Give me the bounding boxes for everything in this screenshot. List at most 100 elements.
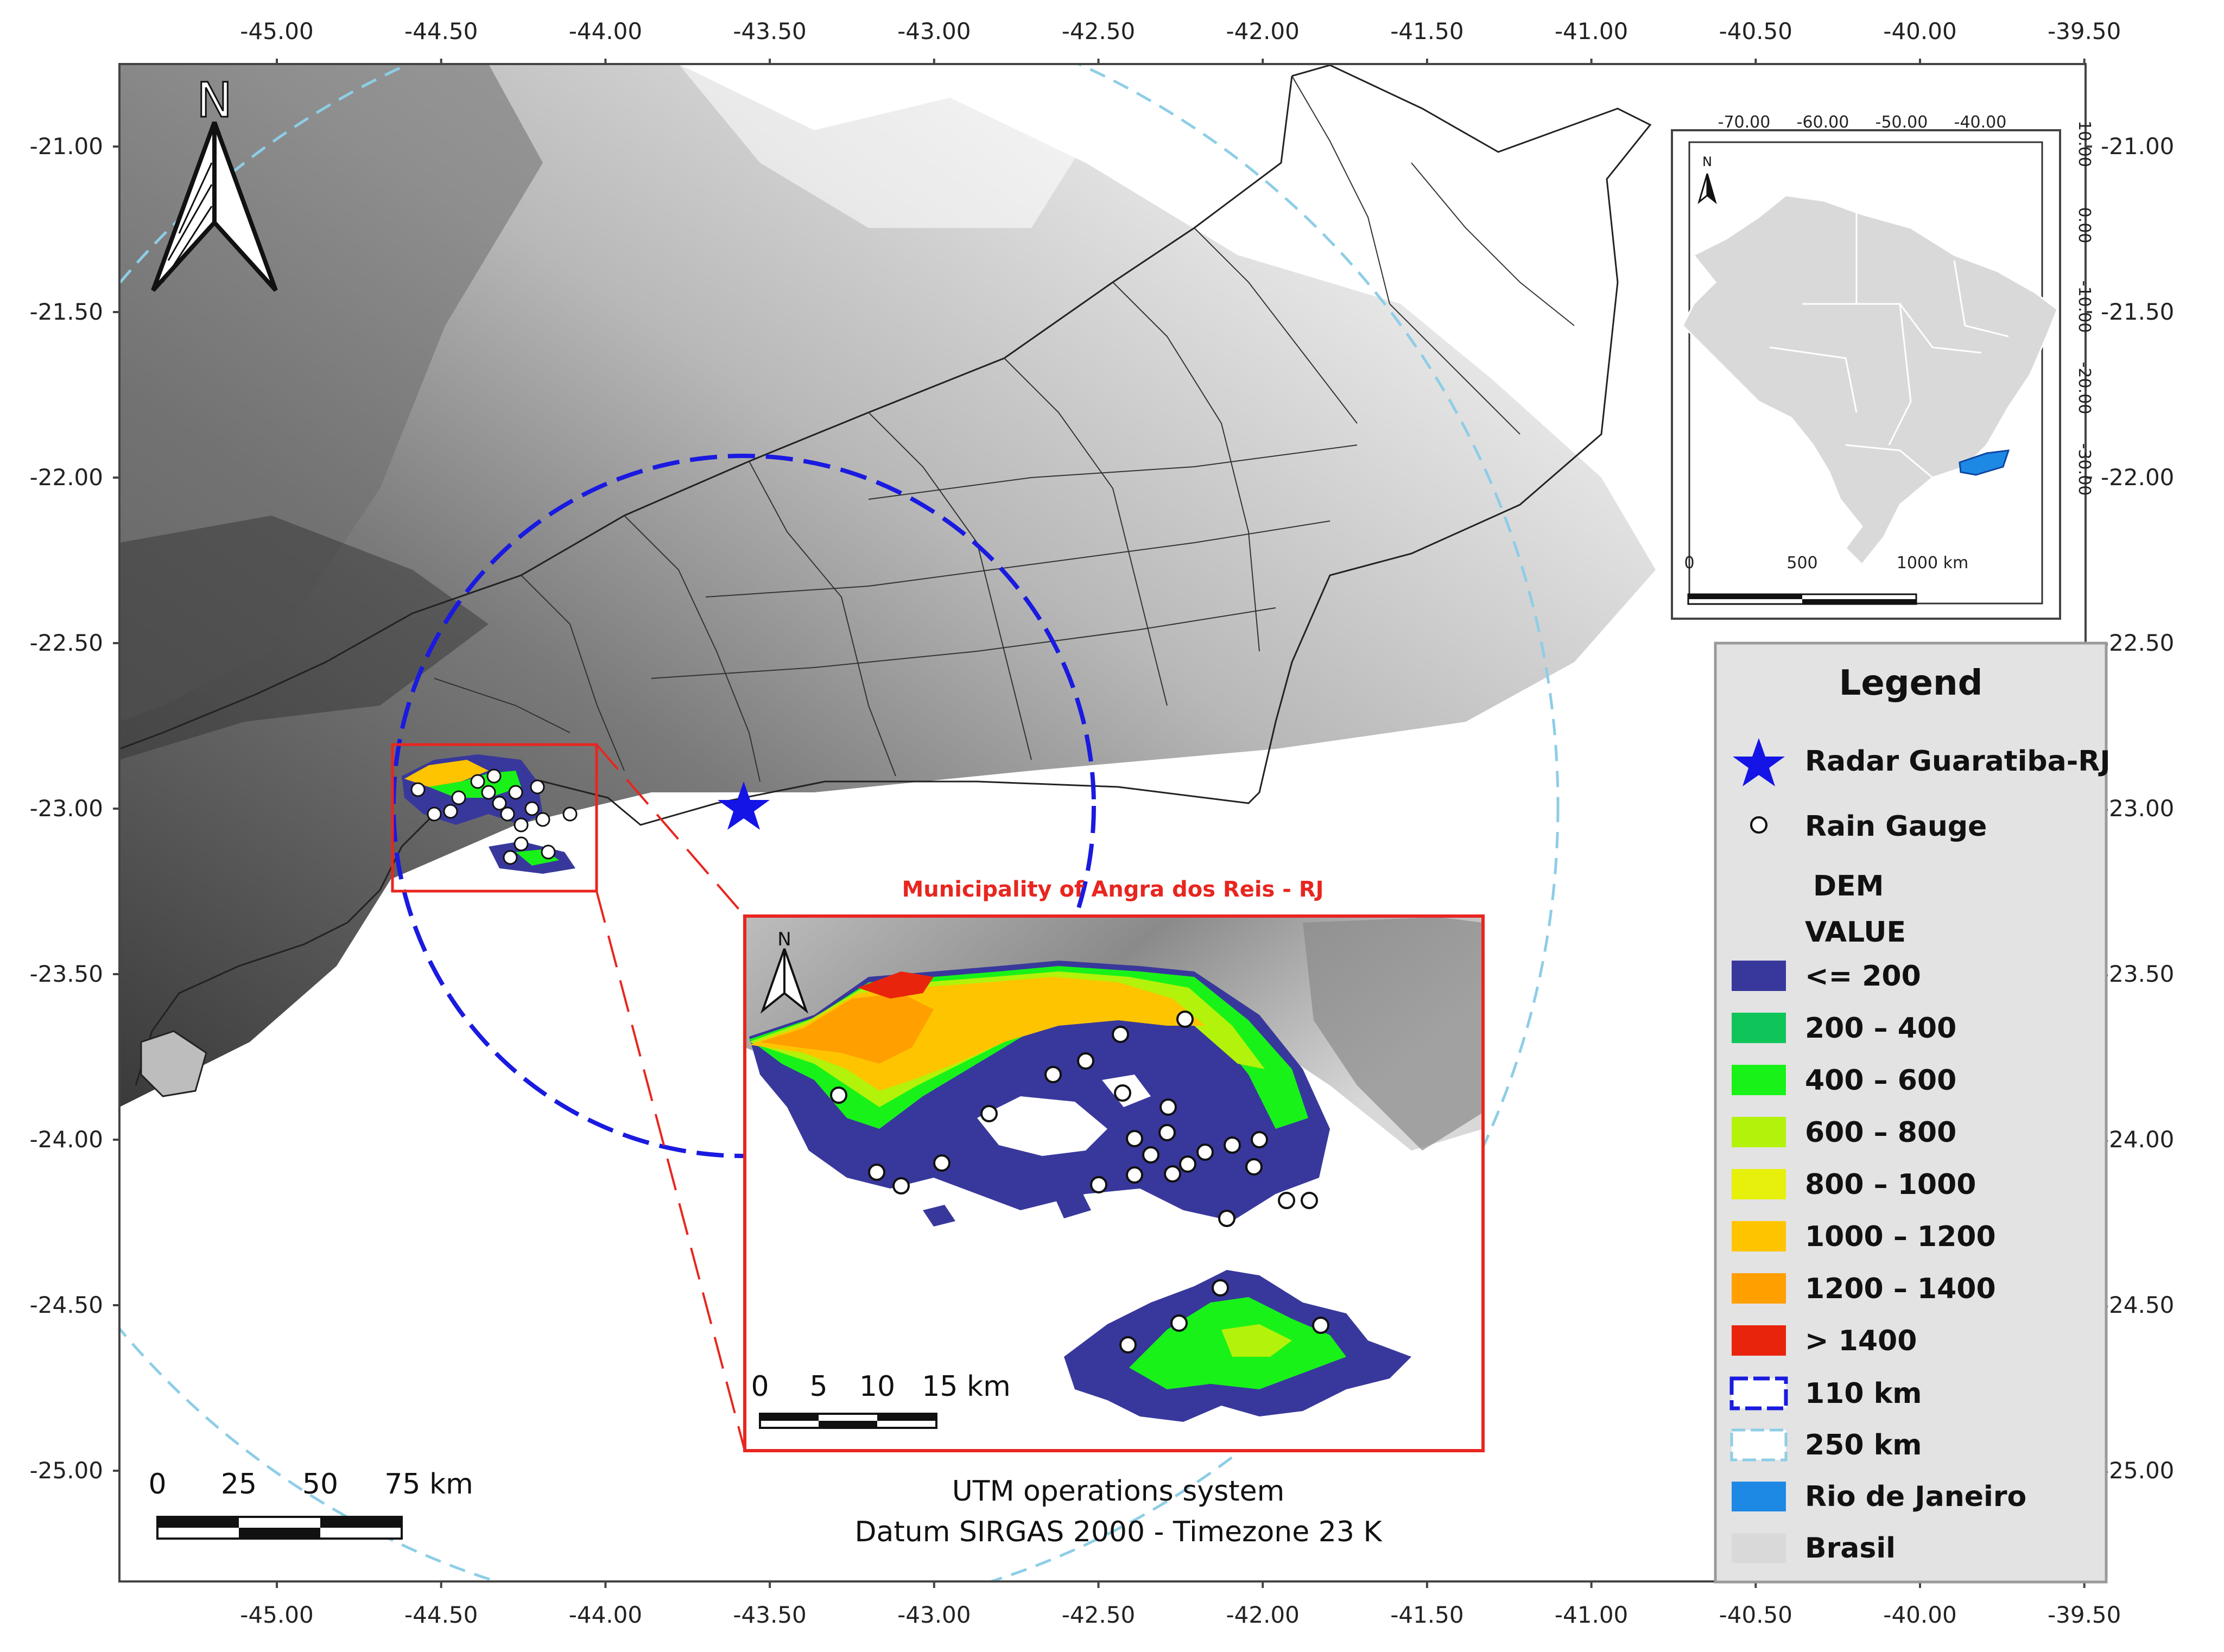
scalebar-label: 50: [302, 1468, 338, 1501]
locator-north-label: N: [1702, 154, 1712, 169]
legend-250-label: 250 km: [1805, 1429, 1922, 1462]
inset-scalebar-label: 15 km: [922, 1370, 1010, 1403]
inset-title: Municipality of Angra dos Reis - RJ: [902, 877, 1323, 902]
x-tick-label-top: -40.00: [1883, 18, 1956, 45]
ring-250km: [119, 64, 1560, 1581]
scalebar-label: 25: [221, 1468, 257, 1501]
scalebar-label: 75 km: [384, 1468, 473, 1501]
x-tick-label-top: -44.50: [404, 18, 478, 45]
scalebar-label: 0: [148, 1468, 166, 1501]
legend-dem-swatch: [1732, 1117, 1786, 1147]
locator-map: -70.00 -60.00 -50.00 -40.00 10.00 0.00 -10.00…: [1671, 113, 2094, 620]
y-tick-label-left: -23.50: [30, 961, 103, 987]
x-tick-label-bottom: -44.50: [404, 1602, 478, 1628]
x-tick-label-top: -44.00: [569, 18, 642, 45]
zoom-lines: [595, 744, 746, 1451]
radar-star: [718, 781, 770, 830]
y-tick-label-left: -24.00: [30, 1126, 103, 1153]
y-tick-label-right: -23.50: [2101, 961, 2174, 987]
legend-250-swatch: [1730, 1428, 1788, 1462]
y-tick-label-right: -22.00: [2101, 464, 2174, 491]
legend-dem-swatch: [1732, 1065, 1786, 1095]
locator-x-tick-label: -50.00: [1875, 113, 1928, 132]
y-tick-label-right: -23.00: [2101, 795, 2174, 822]
legend-title: Legend: [1839, 663, 1983, 703]
legend-dem-swatch: [1732, 1273, 1786, 1304]
x-tick-label-top: -43.00: [897, 18, 971, 45]
municipality-boundaries: [434, 75, 1575, 782]
north-label: N: [197, 72, 232, 128]
x-axis-ticks: -45.00 -45.00 -44.50 -44.50 -44.00 -44.00 -43.…: [240, 18, 2121, 1628]
legend-dem-label: > 1400: [1805, 1325, 1917, 1357]
locator-y-ticks: 10.00 0.00 -10.00 -20.00 -30.00: [2075, 120, 2094, 495]
legend-dem-swatch: [1732, 1169, 1786, 1199]
x-tick-label-top: -42.50: [1062, 18, 1135, 45]
locator-y-tick-label: -10.00: [2075, 281, 2094, 333]
inset-map: N 0 5 10 15 km: [743, 914, 1485, 1452]
study-area-gauges: [410, 768, 578, 865]
inset-scalebar: 0 5 10 15 km: [751, 1370, 1011, 1429]
legend-dem-label: 800 – 1000: [1805, 1168, 1976, 1201]
y-tick-label-left: -21.50: [30, 298, 103, 325]
y-tick-label-left: -24.50: [30, 1292, 103, 1318]
locator-north-arrow: N: [1697, 154, 1717, 205]
locator-y-tick-label: 10.00: [2075, 120, 2094, 167]
y-tick-label-right: -21.00: [2101, 133, 2174, 160]
x-tick-label-bottom: -39.50: [2048, 1602, 2121, 1628]
inset-scalebar-label: 10: [859, 1370, 895, 1403]
legend-brasil-label: Brasil: [1805, 1532, 1896, 1565]
locator-y-tick-label: -20.00: [2075, 362, 2094, 415]
brazil-shape: [1682, 194, 2058, 566]
y-tick-label-left: -25.00: [30, 1457, 103, 1484]
legend-dem-swatch: [1732, 1325, 1786, 1356]
y-tick-label-right: -22.50: [2101, 630, 2174, 656]
legend-dem-classes: <= 200 200 – 400 400 – 600 600 – 800 800 – 1…: [1732, 960, 1996, 1357]
x-tick-label-top: -45.00: [240, 18, 313, 45]
locator-scalebar-label: 0: [1684, 554, 1694, 573]
y-tick-label-right: -21.50: [2101, 298, 2174, 325]
locator-y-tick-label: -30.00: [2075, 443, 2094, 496]
locator-x-tick-label: -60.00: [1797, 113, 1849, 132]
legend-dem-swatch: [1732, 1013, 1786, 1043]
main-scalebar: 0 25 50 75 km: [148, 1468, 473, 1540]
x-tick-label-bottom: -43.50: [733, 1602, 806, 1628]
legend-brasil-swatch: [1732, 1533, 1786, 1563]
y-tick-label-left: -22.50: [30, 630, 103, 656]
legend-dem-swatch: [1732, 961, 1786, 991]
x-tick-label-bottom: -45.00: [240, 1602, 313, 1628]
locator-scalebar-label: 1000 km: [1897, 554, 1968, 573]
legend-rj-swatch: [1732, 1482, 1786, 1511]
terrain-dem: [119, 64, 1656, 1107]
coastline: [135, 64, 1652, 1086]
y-tick-label-left: -23.00: [30, 795, 103, 822]
locator-x-ticks: -70.00 -60.00 -50.00 -40.00: [1718, 113, 2007, 132]
locator-scalebar-label: 500: [1786, 554, 1817, 573]
x-tick-label-bottom: -40.00: [1883, 1602, 1956, 1628]
inset-north-arrow: N: [760, 929, 809, 1014]
legend-dem-label: 1200 – 1400: [1805, 1273, 1996, 1305]
locator-scalebar: 0 500 1000 km: [1684, 554, 1968, 605]
locator-x-tick-label: -40.00: [1954, 113, 2007, 132]
inset-north-label: N: [777, 929, 791, 950]
legend-rj-label: Rio de Janeiro: [1805, 1481, 2026, 1513]
legend-110-swatch: [1729, 1376, 1788, 1410]
legend-gauge-label: Rain Gauge: [1805, 810, 1987, 843]
legend-radar-label: Radar Guaratiba-RJ: [1805, 745, 2111, 778]
legend: Legend Radar Guaratiba-RJ Rain Gauge DEM…: [1714, 641, 2111, 1584]
x-tick-label-top: -42.00: [1226, 18, 1299, 45]
rio-de-janeiro-locator: [1959, 449, 2010, 476]
x-tick-label-top: -39.50: [2048, 18, 2121, 45]
state-boundary: [119, 75, 1293, 750]
legend-dem-label: 200 – 400: [1805, 1012, 1956, 1045]
x-tick-label-bottom: -41.50: [1390, 1602, 1463, 1628]
legend-dem-swatch: [1732, 1221, 1786, 1251]
legend-dem-label: 1000 – 1200: [1805, 1221, 1996, 1253]
x-tick-label-top: -43.50: [733, 18, 806, 45]
inset-rain-gauges: [830, 1011, 1329, 1354]
y-tick-label-right: -24.00: [2101, 1126, 2174, 1153]
study-area-box: [391, 743, 598, 893]
y-tick-label-right: -25.00: [2101, 1457, 2174, 1484]
x-tick-label-top: -41.50: [1390, 18, 1463, 45]
legend-radar-star: [1733, 738, 1785, 786]
legend-gauge-symbol: [1750, 816, 1767, 834]
